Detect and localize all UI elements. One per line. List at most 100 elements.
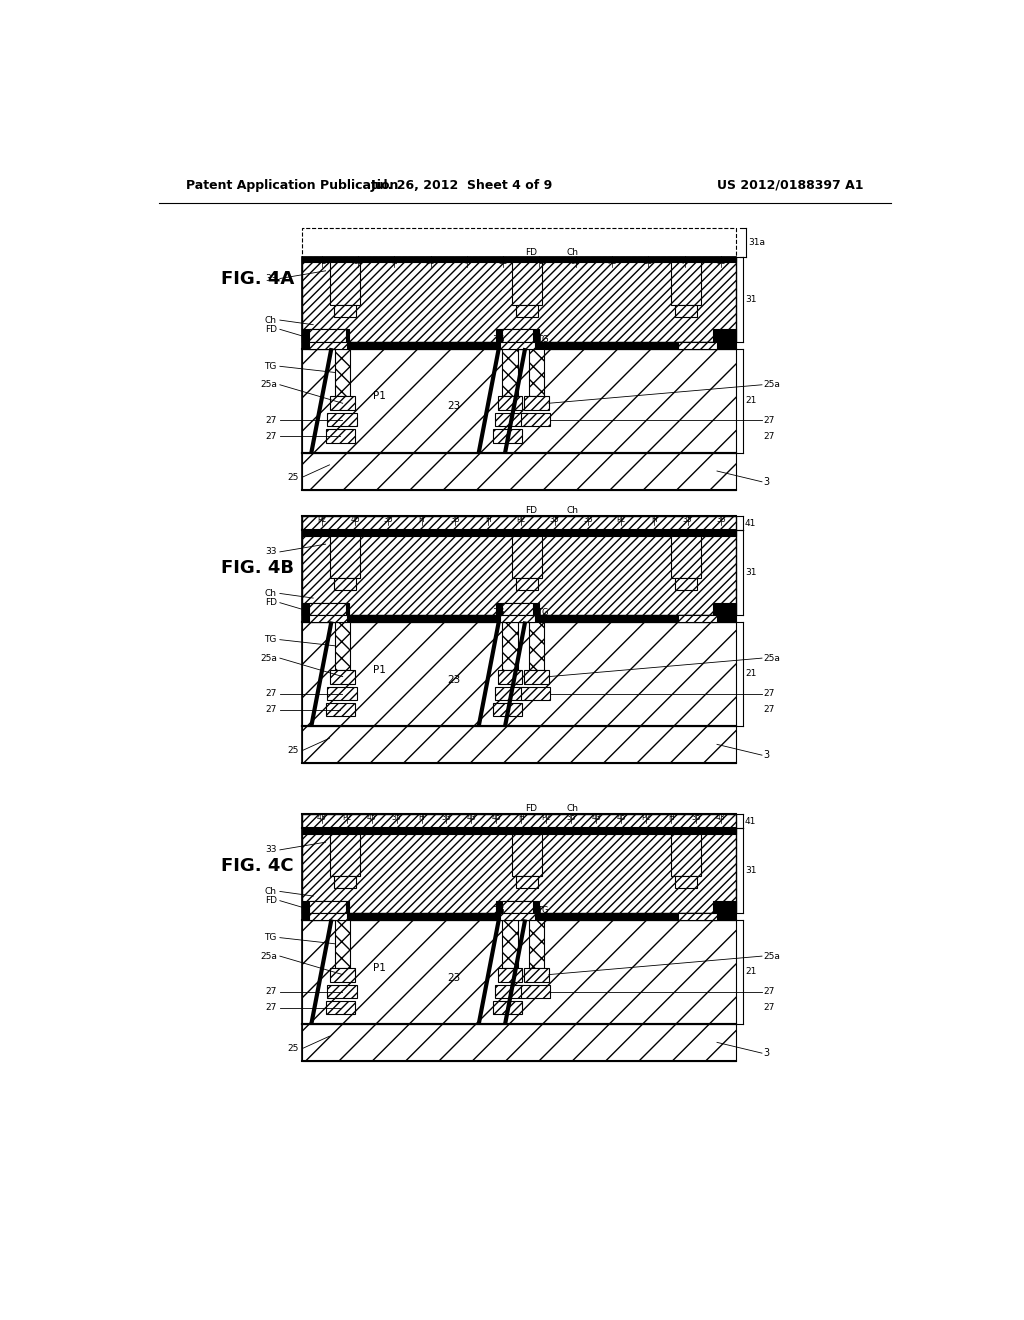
Bar [521,985,550,998]
Text: 33: 33 [716,257,726,267]
Bar [496,900,539,913]
Bar [326,1001,355,1014]
Text: 45: 45 [492,813,501,822]
Text: P2: P2 [607,257,616,267]
Bar [331,669,355,684]
Text: 33: 33 [426,257,435,267]
Bar [302,814,736,829]
Bar [302,453,736,490]
Text: P1: P1 [374,962,386,973]
Text: 33: 33 [450,515,460,524]
Text: 31: 31 [744,866,757,875]
Text: 43: 43 [316,813,327,822]
Bar [334,578,356,590]
Text: 21: 21 [744,396,757,405]
Bar [493,429,522,442]
Text: FD: FD [265,896,276,906]
Bar [495,686,524,700]
Bar [302,726,736,763]
Bar [713,330,736,342]
Text: 27: 27 [764,689,775,698]
Bar [328,413,356,426]
Bar [678,913,717,920]
Text: 25: 25 [287,473,299,482]
Bar [302,814,736,1061]
Bar [678,615,717,622]
Bar [498,396,522,411]
Bar [672,263,700,305]
Text: 25a: 25a [764,952,780,961]
Text: US 2012/0188397 A1: US 2012/0188397 A1 [717,178,863,191]
Bar [302,516,736,763]
Text: 35: 35 [683,515,692,524]
Text: 35: 35 [643,257,653,267]
Bar [334,305,356,317]
Bar [713,603,736,615]
Text: 21: 21 [744,968,757,977]
Text: Ch: Ch [566,506,579,515]
Bar [672,834,700,876]
Bar [500,342,535,348]
Bar [335,622,350,669]
Text: 33: 33 [583,515,593,524]
Bar [335,920,350,968]
Text: P2: P2 [641,813,650,822]
Bar [678,342,717,348]
Bar [308,330,346,342]
Text: 33: 33 [441,813,452,822]
Text: 25a: 25a [764,653,780,663]
Text: 33: 33 [716,515,726,524]
Bar [516,578,538,590]
Bar [516,876,538,888]
Text: FD: FD [265,598,276,607]
Text: 45: 45 [367,813,377,822]
Text: P2: P2 [342,813,351,822]
Text: 25: 25 [287,746,299,755]
Text: 35: 35 [499,257,508,267]
Text: Ch: Ch [566,804,579,813]
Text: P2: P2 [542,813,551,822]
Bar [334,876,356,888]
Text: Ch: Ch [265,589,276,598]
Bar [302,257,736,263]
Bar [308,342,347,348]
Bar [302,516,736,531]
Text: Ch: Ch [265,315,276,325]
Bar [302,603,349,615]
Text: Jul. 26, 2012  Sheet 4 of 9: Jul. 26, 2012 Sheet 4 of 9 [370,178,552,191]
Bar [524,669,549,684]
Text: 33: 33 [265,548,276,556]
Bar [493,702,522,715]
Text: TG: TG [493,609,504,618]
Bar [493,1001,522,1014]
Bar [503,348,518,396]
Text: 27: 27 [764,432,775,441]
Text: 41: 41 [744,817,757,826]
Bar [503,603,534,615]
Text: 43: 43 [591,813,601,822]
Text: 27: 27 [764,1003,775,1012]
Bar [302,913,736,920]
Text: TG: TG [493,335,504,345]
Text: 35: 35 [383,515,393,524]
Text: 25a: 25a [260,653,276,663]
Text: FD: FD [525,804,537,813]
Bar [308,603,346,615]
Bar [516,305,538,317]
Text: 43: 43 [716,813,726,822]
Text: 35: 35 [691,813,700,822]
Bar [512,263,542,305]
Text: 3: 3 [764,750,770,760]
Bar [302,1024,736,1061]
Bar [713,900,736,913]
Bar [331,263,359,305]
Text: 41: 41 [744,519,757,528]
Text: 31a: 31a [749,238,766,247]
Text: 33: 33 [265,275,276,282]
Text: 45: 45 [350,515,359,524]
Text: 27: 27 [265,432,276,441]
Text: Patent Application Publication: Patent Application Publication [186,178,398,191]
Text: 43: 43 [467,813,476,822]
Text: FIG. 4A: FIG. 4A [221,271,294,288]
Bar [495,413,524,426]
